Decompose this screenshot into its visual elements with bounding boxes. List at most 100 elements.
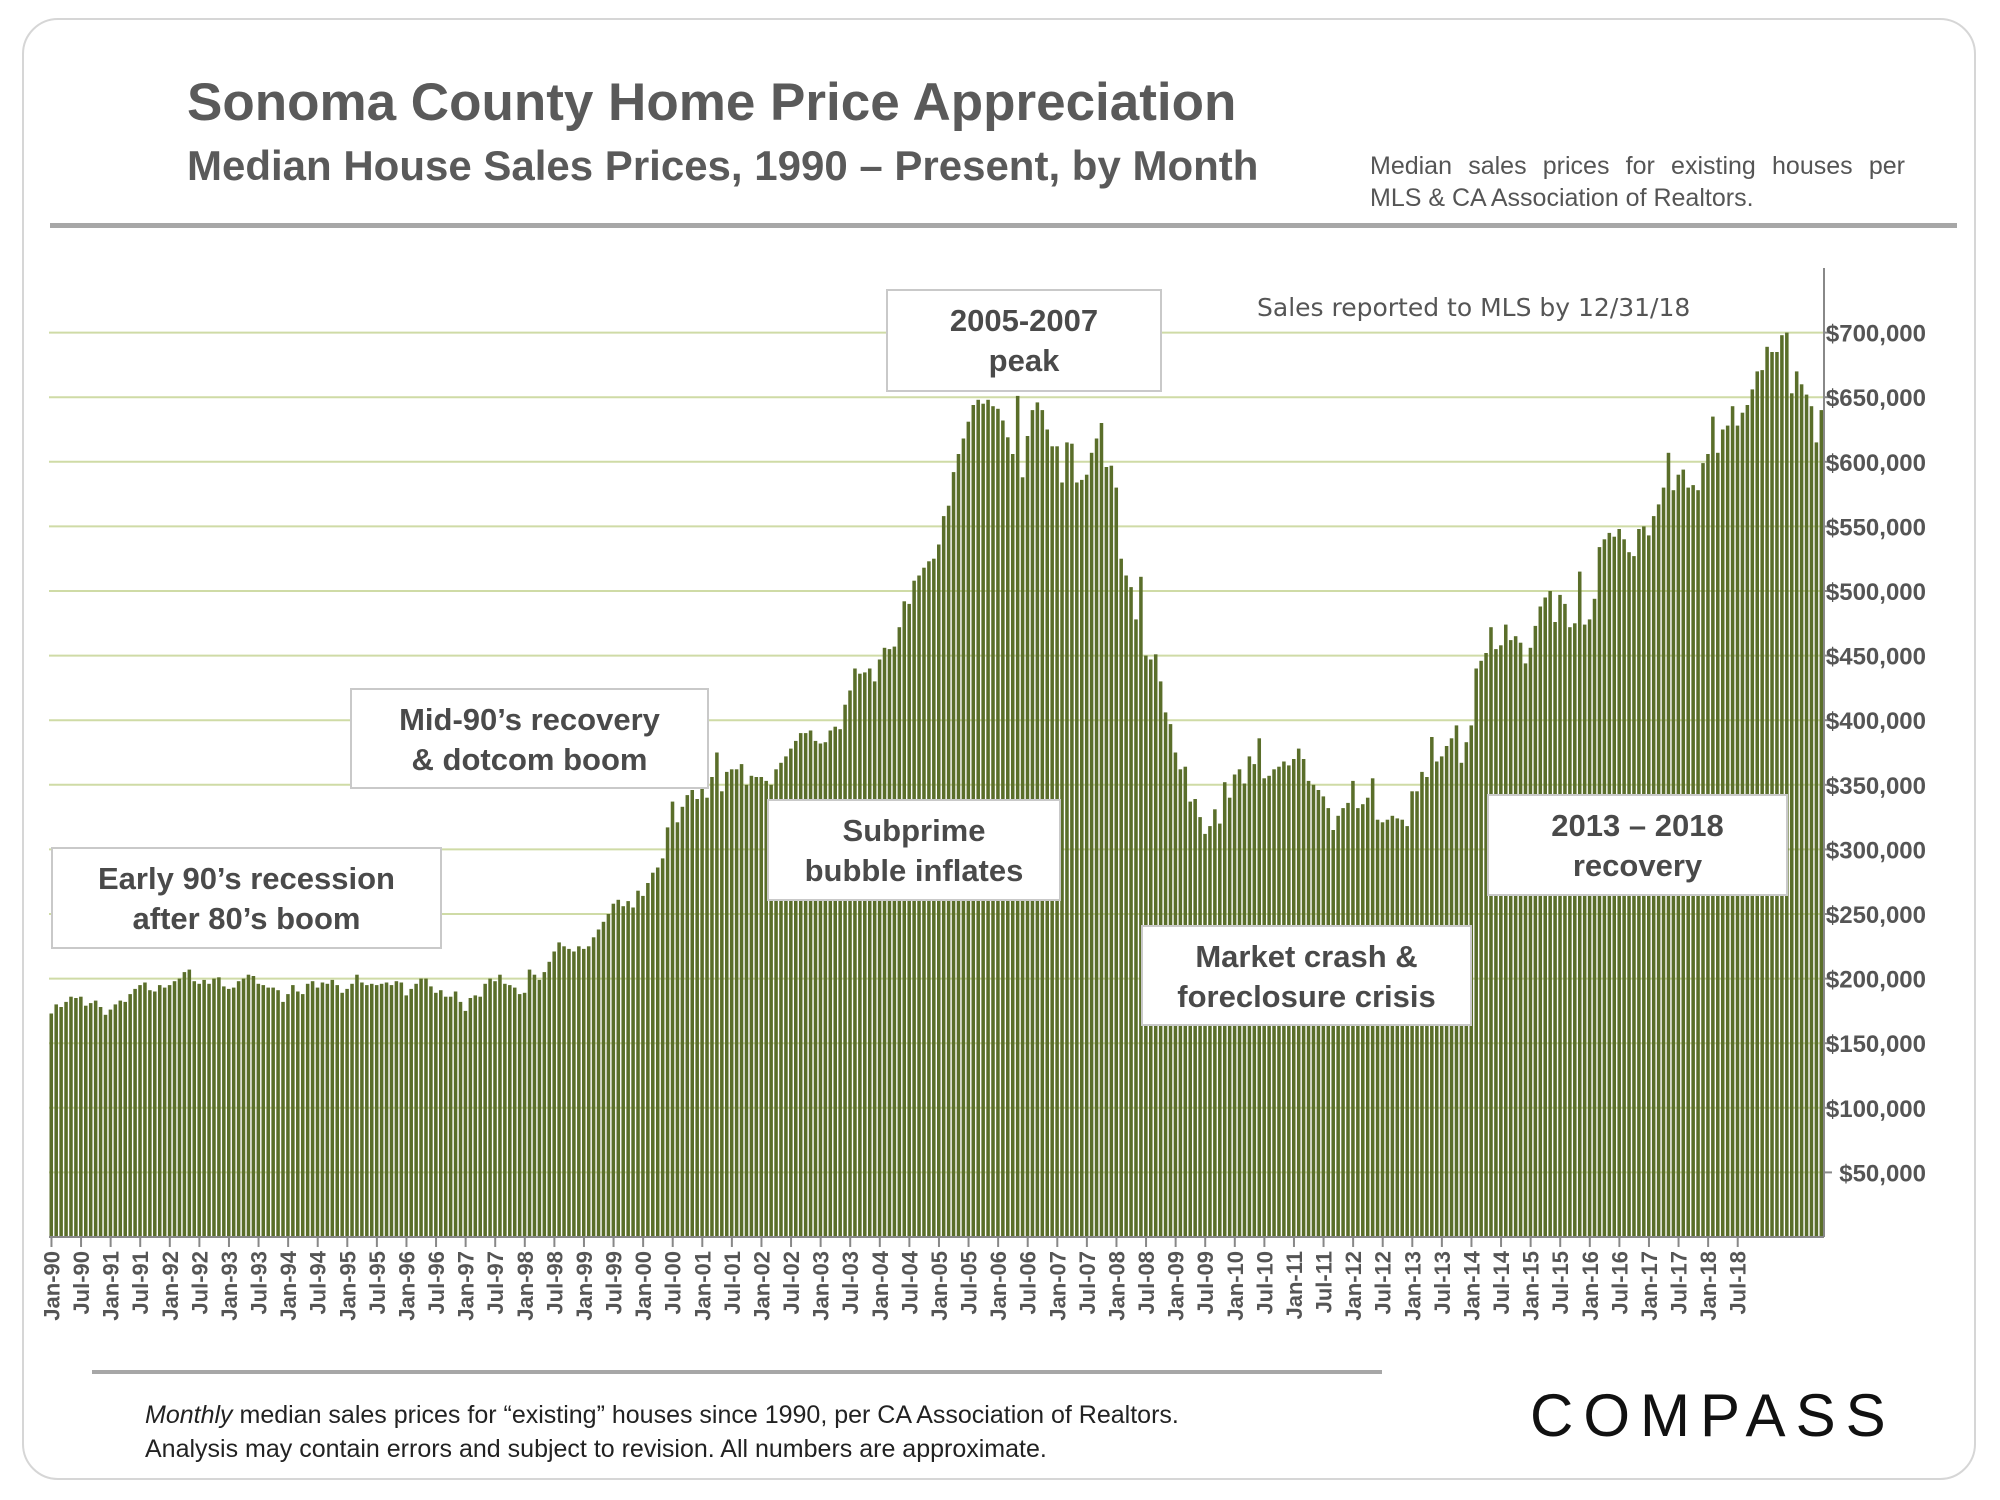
bar	[1494, 649, 1498, 1237]
bar	[49, 1013, 54, 1237]
bar	[922, 567, 926, 1237]
bar	[493, 981, 497, 1237]
bar	[734, 769, 739, 1237]
bar	[281, 1001, 285, 1237]
x-tick-label: Jul-93	[247, 1251, 272, 1315]
bar	[601, 921, 606, 1237]
bar	[1060, 482, 1064, 1237]
bar	[892, 646, 897, 1237]
bar	[1632, 556, 1636, 1237]
x-tick-label: Jul-97	[483, 1251, 508, 1315]
bar	[1119, 558, 1123, 1237]
bar	[631, 907, 635, 1237]
bar	[241, 978, 246, 1237]
mls-note: Sales reported to MLS by 12/31/18	[1257, 293, 1690, 322]
bar	[651, 872, 655, 1237]
bar	[1533, 625, 1538, 1237]
bar	[843, 704, 847, 1237]
bar	[369, 983, 374, 1237]
x-tick-label: Jul-08	[1134, 1251, 1159, 1315]
bar	[148, 990, 152, 1237]
bar	[670, 801, 675, 1237]
x-tick-label: Jan-05	[927, 1251, 952, 1321]
bar	[271, 987, 275, 1237]
callout-crash: Market crash & foreclosure crisis	[1141, 925, 1472, 1026]
bar	[291, 985, 295, 1237]
bar	[345, 988, 349, 1237]
x-tick-label: Jul-99	[602, 1251, 627, 1315]
bar	[98, 1007, 103, 1237]
x-tick-label: Jul-11	[1312, 1251, 1337, 1313]
bar	[1089, 452, 1094, 1237]
bar	[759, 777, 764, 1237]
bar	[305, 983, 310, 1237]
bar	[1203, 833, 1207, 1237]
bar	[803, 733, 808, 1237]
bar	[138, 985, 142, 1237]
bar	[912, 580, 916, 1237]
bar	[162, 987, 167, 1237]
bar	[542, 972, 547, 1237]
bar	[517, 994, 522, 1237]
bar	[1129, 587, 1133, 1237]
bar	[79, 996, 83, 1237]
bar	[917, 575, 921, 1237]
bar	[503, 983, 507, 1237]
bar	[1523, 663, 1528, 1237]
bar	[887, 649, 892, 1237]
footer-line-1: Monthly median sales prices for “existin…	[145, 1398, 1179, 1432]
bar	[897, 627, 902, 1237]
bar	[774, 769, 778, 1237]
bar	[310, 981, 315, 1237]
bar	[330, 979, 335, 1237]
bar	[468, 998, 473, 1237]
bar	[794, 740, 798, 1237]
bar	[779, 762, 783, 1237]
x-tick-label: Jan-02	[749, 1251, 774, 1321]
y-tick-label: $650,000	[1826, 385, 1926, 412]
x-tick-label: Jan-16	[1578, 1251, 1603, 1321]
bar	[508, 985, 512, 1237]
bar	[577, 946, 581, 1237]
bar	[1799, 384, 1804, 1237]
bar	[710, 777, 714, 1237]
bar	[1558, 594, 1562, 1237]
bar	[527, 969, 532, 1237]
bar	[360, 982, 364, 1237]
callout-early90s: Early 90’s recession after 80’s boom	[51, 847, 442, 949]
bar	[838, 729, 842, 1237]
bar	[685, 795, 690, 1237]
bar	[552, 951, 556, 1237]
bar	[222, 986, 226, 1237]
bar	[1375, 819, 1380, 1237]
bar	[453, 991, 458, 1237]
bar	[246, 974, 251, 1237]
bar	[192, 981, 197, 1237]
bar	[808, 730, 813, 1237]
bar	[636, 890, 640, 1237]
bar	[1543, 597, 1547, 1237]
bar	[705, 797, 709, 1237]
bar	[611, 903, 616, 1237]
bar	[562, 946, 566, 1237]
x-tick-label: Jul-96	[424, 1251, 449, 1315]
y-tick-label: $50,000	[1839, 1160, 1926, 1187]
bar	[872, 681, 877, 1237]
bar	[1094, 438, 1099, 1237]
bar	[675, 822, 680, 1237]
bar	[434, 992, 438, 1237]
bar	[1084, 474, 1089, 1237]
x-tick-label: Jan-03	[809, 1251, 834, 1321]
x-tick-label: Jan-91	[99, 1251, 124, 1321]
bar	[626, 901, 630, 1237]
footer-note: Monthly median sales prices for “existin…	[145, 1398, 1179, 1466]
y-tick-label: $550,000	[1826, 514, 1926, 541]
bar	[103, 1014, 108, 1237]
bar	[784, 756, 788, 1237]
callout-mid90s: Mid-90’s recovery & dotcom boom	[350, 688, 709, 789]
y-tick-label: $100,000	[1826, 1096, 1926, 1123]
x-tick-label: Jul-04	[897, 1250, 922, 1314]
x-tick-label: Jan-15	[1519, 1251, 1544, 1321]
bar	[335, 985, 339, 1237]
bar	[84, 1005, 88, 1237]
